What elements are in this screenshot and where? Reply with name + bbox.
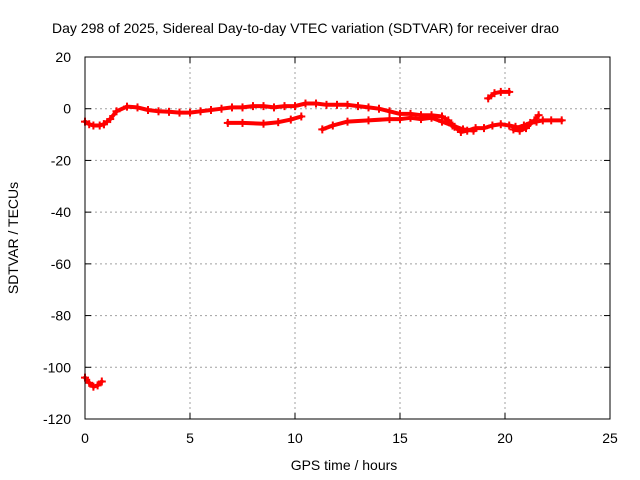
chart-background xyxy=(0,0,640,480)
chart-title: Day 298 of 2025, Sidereal Day-to-day VTE… xyxy=(52,20,559,36)
x-tick-label: 25 xyxy=(602,430,618,446)
y-axis-label: SDTVAR / TECUs xyxy=(5,182,21,294)
y-tick-label: -80 xyxy=(51,308,71,324)
y-tick-label: -40 xyxy=(51,204,71,220)
x-tick-label: 20 xyxy=(497,430,513,446)
x-tick-label: 5 xyxy=(186,430,194,446)
y-tick-label: 0 xyxy=(63,101,71,117)
x-tick-label: 15 xyxy=(392,430,408,446)
y-tick-label: -100 xyxy=(43,359,71,375)
y-tick-label: -60 xyxy=(51,256,71,272)
y-tick-label: 20 xyxy=(55,49,71,65)
y-tick-label: -120 xyxy=(43,411,71,427)
x-axis-label: GPS time / hours xyxy=(291,457,398,473)
x-tick-label: 10 xyxy=(287,430,303,446)
y-tick-label: -20 xyxy=(51,152,71,168)
sdtvar-chart: 0 5 10 15 20 25 -120 -100 -80 -60 -40 -20 0 20 Day 29… xyxy=(0,0,640,480)
chart-root: 0 5 10 15 20 25 -120 -100 -80 -60 -40 -20 0 20 Day 29… xyxy=(0,0,640,480)
x-tick-label: 0 xyxy=(81,430,89,446)
